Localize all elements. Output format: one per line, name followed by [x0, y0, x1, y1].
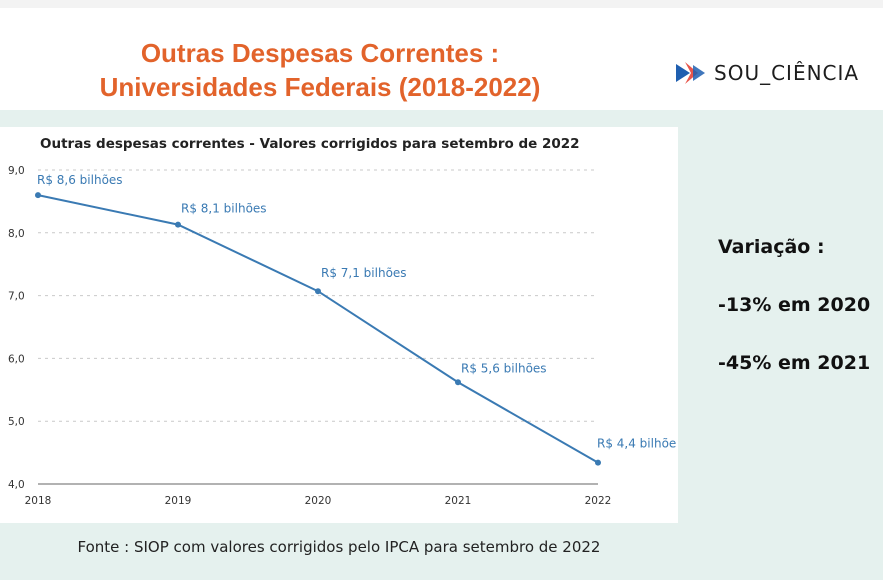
- slide-title-line-2: Universidades Federais (2018-2022): [99, 72, 541, 102]
- data-point: [35, 192, 41, 199]
- sou-ciencia-logo-icon: [676, 62, 705, 84]
- x-tick-label: 2019: [165, 495, 192, 507]
- chart-title: Outras despesas correntes - Valores corr…: [40, 136, 580, 152]
- y-tick-label: 7,0: [8, 291, 25, 303]
- y-tick-label: 5,0: [8, 416, 25, 428]
- data-label: R$ 4,4 bilhõe: [597, 437, 676, 451]
- variation-panel: Variação : -13% em 2020 -45% em 2021: [718, 236, 870, 410]
- variation-item-2020: -13% em 2020: [718, 294, 871, 316]
- top-rule: [0, 0, 883, 8]
- data-point: [595, 459, 601, 466]
- brand-name: SOU_CIÊNCIA: [714, 61, 860, 85]
- y-tick-label: 4,0: [8, 479, 25, 491]
- slide-title-line-1: Outras Despesas Correntes :: [140, 38, 500, 68]
- slide-title: Outras Despesas Correntes : Universidade…: [40, 36, 600, 104]
- x-tick-label: 2021: [445, 495, 472, 507]
- series-line: [37, 194, 599, 464]
- data-point: [315, 288, 321, 295]
- data-label: R$ 5,6 bilhões: [461, 361, 547, 375]
- y-tick-label: 8,0: [8, 228, 25, 240]
- chart-card: [0, 127, 678, 523]
- brand: SOU_CIÊNCIA: [676, 58, 859, 88]
- x-tick-label: 2020: [305, 495, 332, 507]
- line-chart: 4,05,06,07,08,09,0 2018 2019 2020 2021 2022 …: [8, 165, 676, 507]
- data-label: R$ 8,6 bilhões: [37, 173, 123, 187]
- y-tick-label: 6,0: [8, 353, 25, 365]
- variation-item-2021: -45% em 2021: [718, 352, 871, 374]
- x-tick-label: 2022: [585, 495, 612, 507]
- variation-title: Variação :: [718, 236, 825, 258]
- data-point: [455, 379, 461, 386]
- data-label: R$ 8,1 bilhões: [181, 202, 267, 216]
- data-label: R$ 7,1 bilhões: [321, 266, 407, 280]
- x-tick-label: 2018: [25, 495, 52, 507]
- data-point: [175, 221, 181, 228]
- source-note: Fonte : SIOP com valores corrigidos pelo…: [77, 538, 601, 556]
- y-tick-label: 9,0: [8, 165, 25, 177]
